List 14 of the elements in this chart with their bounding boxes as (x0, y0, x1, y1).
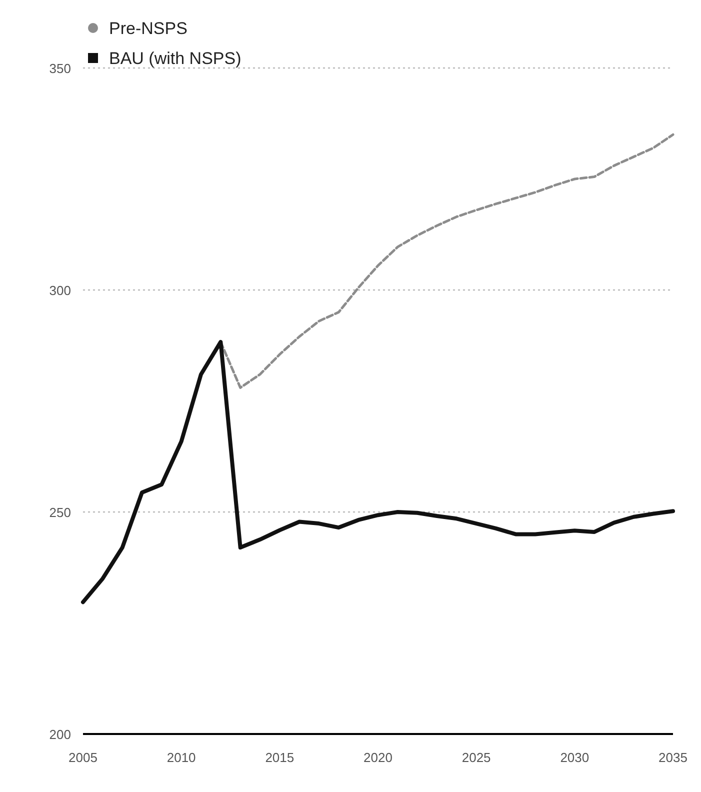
x-tick-label: 2010 (166, 750, 196, 765)
x-tick-label: 2015 (265, 750, 294, 765)
x-tick-label: 2030 (560, 750, 590, 765)
x-tick-label: 2035 (658, 750, 688, 765)
y-tick-label: 300 (49, 283, 71, 298)
line-series (81, 340, 675, 604)
y-tick-label: 200 (49, 727, 71, 742)
x-tick-label: 2025 (462, 750, 491, 765)
legend-label: BAU (with NSPS) (109, 49, 242, 68)
y-tick-label: 250 (49, 505, 71, 520)
x-tick-label: 2020 (364, 750, 392, 765)
y-tick-label: 350 (49, 61, 71, 76)
legend-label: Pre-NSPS (109, 19, 188, 38)
x-tick-label: 2005 (68, 750, 98, 765)
